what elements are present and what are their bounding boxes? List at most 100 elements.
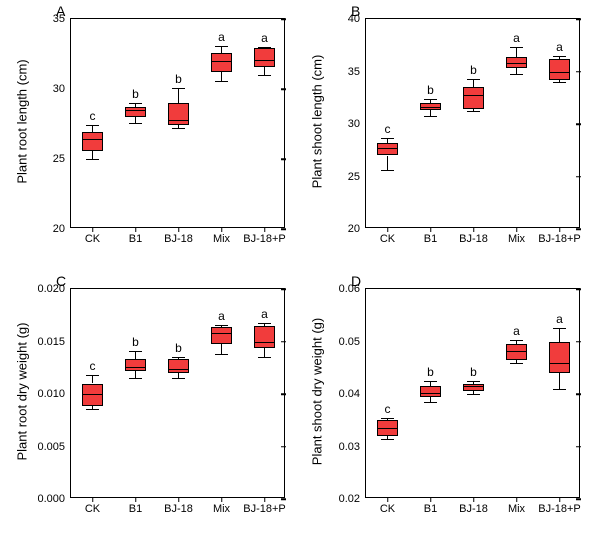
plot-area-c: 0.0000.0050.0100.0150.020CKcB1bBJ-18bMix… xyxy=(70,288,285,498)
y-tick-mark xyxy=(576,446,581,448)
whisker-cap-lower xyxy=(129,378,142,379)
x-tick-label: BJ-18 xyxy=(459,227,488,245)
x-tick-label: Mix xyxy=(213,497,230,515)
significance-letter: a xyxy=(218,30,225,44)
y-tick-mark xyxy=(576,123,581,125)
whisker-cap-lower xyxy=(258,75,271,76)
whisker-lower xyxy=(135,371,136,378)
y-tick-mark xyxy=(281,393,286,395)
significance-letter: a xyxy=(513,31,520,45)
median-line xyxy=(463,386,485,387)
whisker-lower xyxy=(92,151,93,159)
box xyxy=(168,359,190,373)
significance-letter: a xyxy=(261,307,268,321)
whisker-cap-lower xyxy=(172,378,185,379)
whisker-upper xyxy=(473,79,474,87)
whisker-cap-upper xyxy=(381,418,394,419)
median-line xyxy=(125,110,147,111)
whisker-cap-lower xyxy=(381,170,394,171)
whisker-cap-upper xyxy=(172,357,185,358)
y-tick-label: 30 xyxy=(326,118,366,130)
significance-letter: b xyxy=(427,365,434,379)
box xyxy=(211,53,233,73)
whisker-cap-upper xyxy=(424,381,437,382)
significance-letter: b xyxy=(470,63,477,77)
y-tick-mark xyxy=(281,88,286,90)
whisker-upper xyxy=(92,125,93,132)
significance-letter: b xyxy=(132,87,139,101)
y-tick-mark xyxy=(281,446,286,448)
median-line xyxy=(377,148,399,149)
whisker-cap-upper xyxy=(129,103,142,104)
whisker-cap-lower xyxy=(86,159,99,160)
whisker-cap-lower xyxy=(510,74,523,75)
whisker-cap-upper xyxy=(467,79,480,80)
whisker-cap-upper xyxy=(215,46,228,47)
box xyxy=(125,359,147,371)
whisker-cap-upper xyxy=(424,99,437,100)
x-tick-label: BJ-18+P xyxy=(538,497,581,515)
x-tick-label: CK xyxy=(85,227,100,245)
significance-letter: a xyxy=(513,324,520,338)
y-tick-mark xyxy=(576,18,581,20)
plot-area-a: 20253035CKcB1bBJ-18bMixaBJ-18+Pa xyxy=(70,18,285,228)
whisker-cap-upper xyxy=(86,125,99,126)
whisker-cap-lower xyxy=(172,128,185,129)
median-line xyxy=(168,369,190,370)
y-tick-label: 40 xyxy=(326,13,366,25)
figure-root: A20253035CKcB1bBJ-18bMixaBJ-18+PaPlant r… xyxy=(0,0,600,541)
x-tick-label: Mix xyxy=(508,497,525,515)
y-tick-label: 20 xyxy=(31,223,71,235)
whisker-lower xyxy=(559,373,560,389)
whisker-upper xyxy=(516,47,517,56)
y-tick-label: 0.02 xyxy=(326,493,366,505)
significance-letter: a xyxy=(556,40,563,54)
y-tick-mark xyxy=(576,71,581,73)
x-tick-label: BJ-18 xyxy=(459,497,488,515)
significance-letter: b xyxy=(427,83,434,97)
box xyxy=(549,342,571,374)
median-line xyxy=(211,61,233,62)
y-axis-label: Plant root length (cm) xyxy=(15,17,30,227)
x-tick-label: BJ-18 xyxy=(164,497,193,515)
y-tick-label: 35 xyxy=(31,13,71,25)
whisker-cap-lower xyxy=(510,363,523,364)
box xyxy=(463,87,485,109)
significance-letter: b xyxy=(175,72,182,86)
x-tick-label: CK xyxy=(380,227,395,245)
whisker-lower xyxy=(264,67,265,75)
whisker-upper xyxy=(92,375,93,383)
whisker-lower xyxy=(221,344,222,355)
y-tick-mark xyxy=(281,158,286,160)
whisker-cap-upper xyxy=(258,323,271,324)
x-tick-label: Mix xyxy=(213,227,230,245)
y-axis-label: Plant root dry weight (g) xyxy=(15,287,30,497)
box xyxy=(377,143,399,156)
whisker-cap-upper xyxy=(510,47,523,48)
whisker-lower xyxy=(264,348,265,357)
median-line xyxy=(549,72,571,73)
y-tick-label: 0.04 xyxy=(326,388,366,400)
y-tick-label: 0.06 xyxy=(326,283,366,295)
x-tick-label: B1 xyxy=(129,497,142,515)
whisker-cap-upper xyxy=(553,56,566,57)
whisker-cap-lower xyxy=(467,111,480,112)
box xyxy=(463,384,485,392)
y-tick-label: 0.05 xyxy=(326,336,366,348)
whisker-cap-lower xyxy=(467,394,480,395)
median-line xyxy=(254,342,276,343)
y-tick-mark xyxy=(576,393,581,395)
whisker-lower xyxy=(221,72,222,80)
significance-letter: b xyxy=(132,335,139,349)
whisker-cap-upper xyxy=(172,88,185,89)
x-tick-label: CK xyxy=(380,497,395,515)
whisker-upper xyxy=(221,46,222,53)
box xyxy=(82,132,104,150)
y-tick-label: 35 xyxy=(326,66,366,78)
median-line xyxy=(420,393,442,394)
whisker-cap-upper xyxy=(467,381,480,382)
whisker-cap-upper xyxy=(553,328,566,329)
median-line xyxy=(377,428,399,429)
y-tick-mark xyxy=(281,341,286,343)
whisker-lower xyxy=(387,156,388,171)
